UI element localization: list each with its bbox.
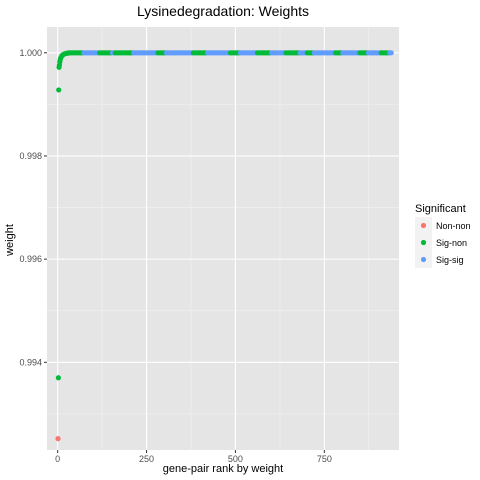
legend-swatch [420,256,427,263]
data-point [65,50,71,56]
y-tick-label: 0.994 [19,357,42,367]
y-axis-title: weight [4,224,16,257]
legend-swatch [420,239,427,246]
legend-label: Sig-sig [436,255,464,265]
x-tick-label: 250 [139,454,154,464]
y-tick-label: 0.996 [19,254,42,264]
data-points [55,50,394,442]
grid-lines [47,27,399,450]
x-tick-label: 0 [55,454,60,464]
legend-title: Significant [415,203,466,215]
x-tick-label: 750 [317,454,332,464]
y-tick-label: 1.000 [19,48,42,58]
legend-label: Sig-non [436,238,467,248]
chart-title: Lysinedegradation: Weights [137,3,309,19]
legend-swatch [420,222,427,229]
plot-panel [47,27,399,450]
data-point [56,87,62,93]
x-axis: 0 250 500 750 [55,450,332,464]
data-point [388,50,394,56]
legend-label: Non-non [436,221,471,231]
y-axis: 0.994 0.996 0.998 1.000 [19,48,47,367]
data-point [55,375,61,381]
x-tick-label: 500 [228,454,243,464]
legend: Significant Non-non Sig-non Sig-sig [415,203,471,268]
x-axis-title: gene-pair rank by weight [163,463,283,475]
y-tick-label: 0.998 [19,151,42,161]
data-point [55,436,61,442]
